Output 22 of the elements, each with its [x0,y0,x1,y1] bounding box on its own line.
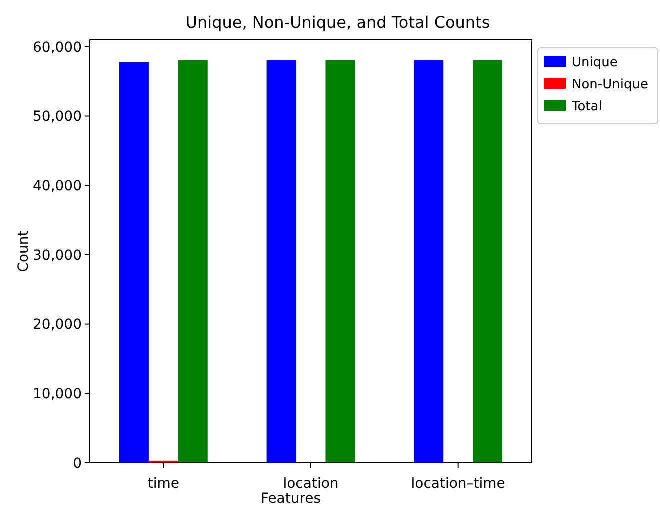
x-tick-label: location–time [411,476,506,492]
bar [178,60,208,463]
x-tick-label: location [283,476,339,492]
bar [119,62,149,463]
y-axis-title: Count [16,230,32,272]
bar [414,60,444,463]
y-tick-label: 0 [73,456,82,472]
y-tick-label: 30,000 [33,248,82,264]
legend-label: Non-Unique [572,78,648,93]
bar [266,60,296,463]
legend-label: Unique [572,56,618,71]
y-tick-label: 40,000 [33,178,82,195]
legend-label: Total [571,100,602,115]
y-tick-label: 60,000 [33,40,82,56]
bar [473,60,503,463]
x-axis-title: Features [260,491,322,507]
y-tick-label: 50,000 [33,109,82,126]
x-tick-label: time [148,476,180,492]
bar [326,60,356,463]
y-tick-label: 20,000 [33,317,82,334]
y-tick-label: 10,000 [33,386,82,403]
chart-title: Unique, Non-Unique, and Total Counts [186,13,490,32]
